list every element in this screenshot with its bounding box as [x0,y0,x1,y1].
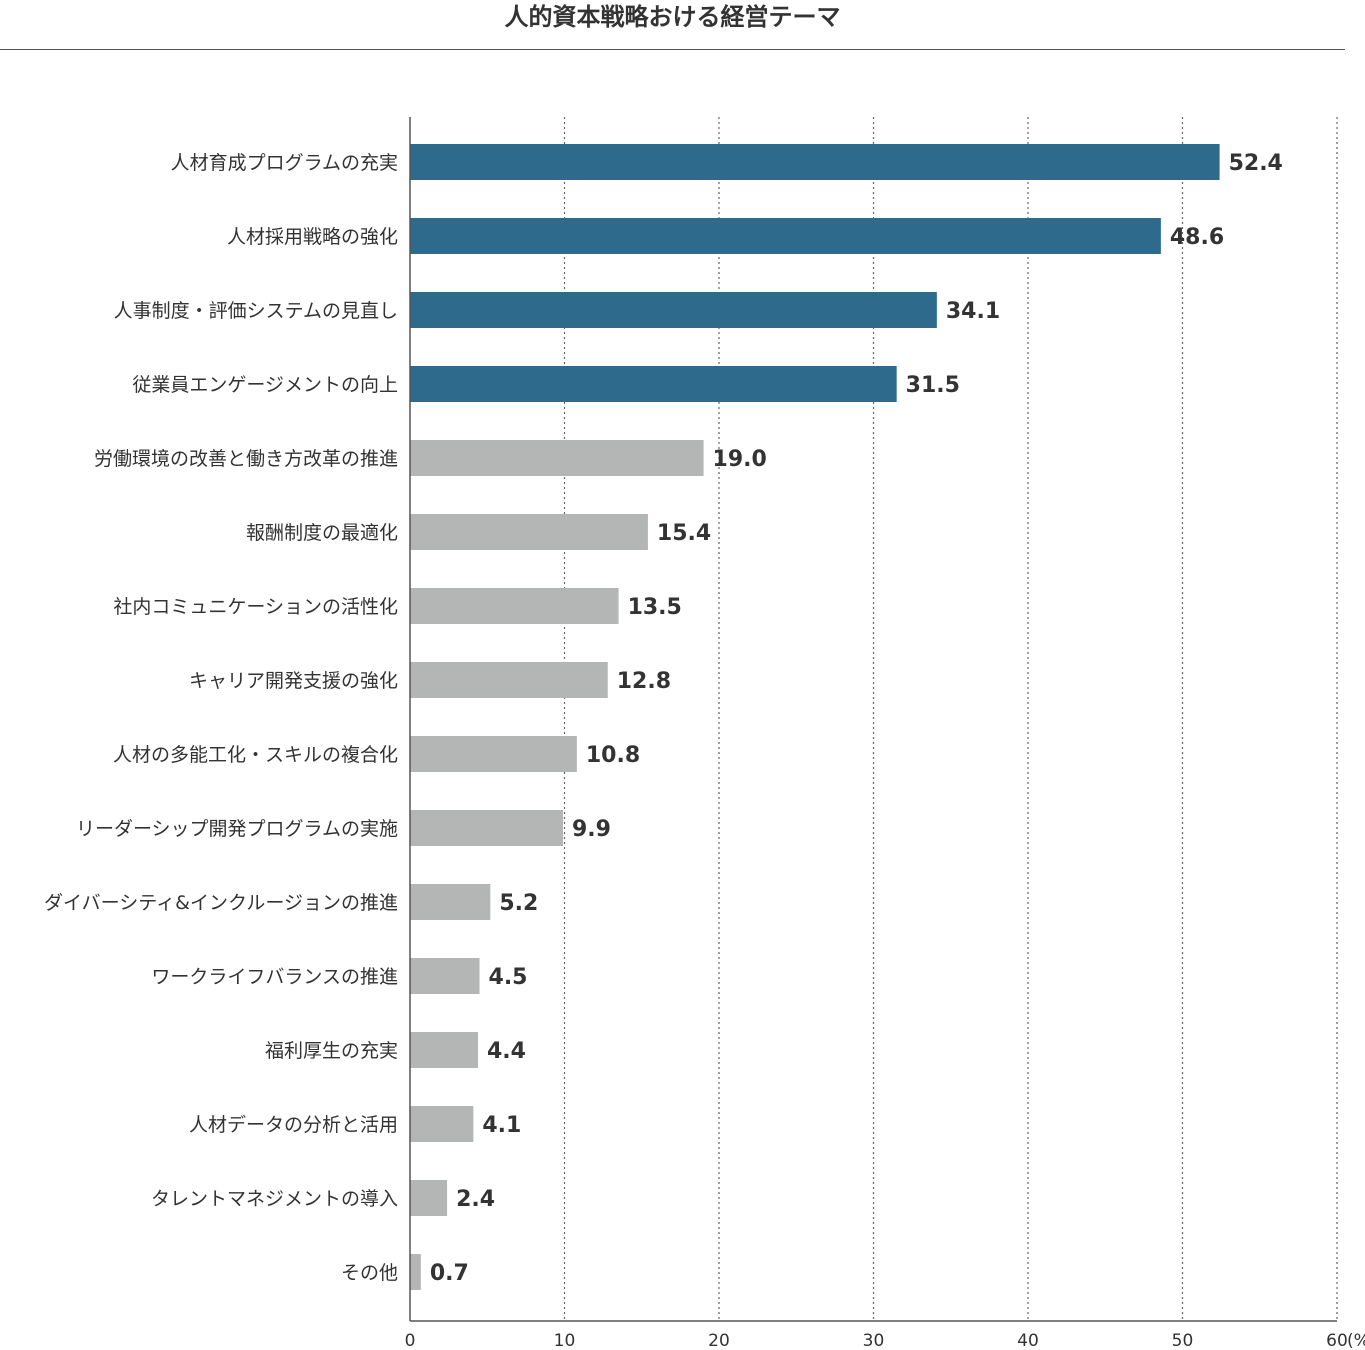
category-labels: 人材育成プログラムの充実人材採用戦略の強化人事制度・評価システムの見直し従業員エ… [44,152,398,1284]
axes: 0 10 20 30 40 50 60(%) [405,117,1365,1350]
category-label: 福利厚生の充実 [265,1040,398,1062]
value-label: 5.2 [499,891,538,916]
value-labels: 52.4 48.6 34.1 31.5 19.0 15.4 13.5 12.8 10.8 9.9 5… [430,151,1283,1286]
category-label: ダイバーシティ&インクルージョンの推進 [44,892,398,914]
x-tick-label: 0 [405,1331,416,1350]
x-tick-label: 30 [863,1331,885,1350]
category-label: 従業員エンゲージメントの向上 [132,374,398,396]
category-label: 人材の多能工化・スキルの複合化 [113,744,398,766]
bars [410,144,1220,1290]
bar-12 [410,958,480,994]
bar-6 [410,514,648,550]
value-label: 15.4 [657,521,711,546]
category-label: 社内コミュニケーションの活性化 [113,596,398,618]
bar-3 [410,292,937,328]
value-label: 52.4 [1229,151,1283,176]
category-label: 人材採用戦略の強化 [227,226,398,248]
category-label: その他 [341,1262,398,1284]
bar-1 [410,144,1220,180]
value-label: 2.4 [456,1187,495,1212]
category-label: タレントマネジメントの導入 [151,1188,398,1210]
bar-16 [410,1254,421,1290]
bar-7 [410,588,619,624]
bar-9 [410,736,577,772]
category-label: リーダーシップ開発プログラムの実施 [76,818,398,840]
x-tick-label: 40 [1017,1331,1039,1350]
category-label: 人事制度・評価システムの見直し [114,300,398,322]
value-label: 12.8 [617,669,671,694]
category-label: ワークライフバランスの推進 [151,966,398,988]
bar-10 [410,810,563,846]
category-label: 人材育成プログラムの充実 [171,152,398,174]
x-tick-label: 60 [1326,1331,1348,1350]
category-label: 人材データの分析と活用 [189,1114,398,1136]
value-label: 0.7 [430,1261,469,1286]
value-label: 34.1 [946,299,1000,324]
title-divider [0,49,1345,50]
chart-title: 人的資本戦略おける経営テーマ [504,3,841,31]
x-unit-label: (%) [1347,1331,1365,1350]
value-label: 48.6 [1170,225,1224,250]
value-label: 10.8 [586,743,640,768]
bar-11 [410,884,491,920]
bar-5 [410,440,704,476]
x-tick-label: 50 [1172,1331,1194,1350]
category-label: 報酬制度の最適化 [246,522,398,544]
bar-4 [410,366,897,402]
bar-15 [410,1180,448,1216]
category-label: キャリア開発支援の強化 [189,670,398,692]
value-label: 19.0 [713,447,767,472]
bar-13 [410,1032,478,1068]
bar-8 [410,662,608,698]
value-label: 4.5 [489,965,528,990]
x-tick-label: 20 [708,1331,730,1350]
value-label: 4.4 [487,1039,526,1064]
category-label: 労働環境の改善と働き方改革の推進 [94,448,398,470]
x-tick-label: 10 [554,1331,576,1350]
value-label: 31.5 [906,373,960,398]
bar-2 [410,218,1161,254]
value-label: 4.1 [482,1113,521,1138]
value-label: 13.5 [628,595,682,620]
value-label: 9.9 [572,817,611,842]
bar-14 [410,1106,474,1142]
